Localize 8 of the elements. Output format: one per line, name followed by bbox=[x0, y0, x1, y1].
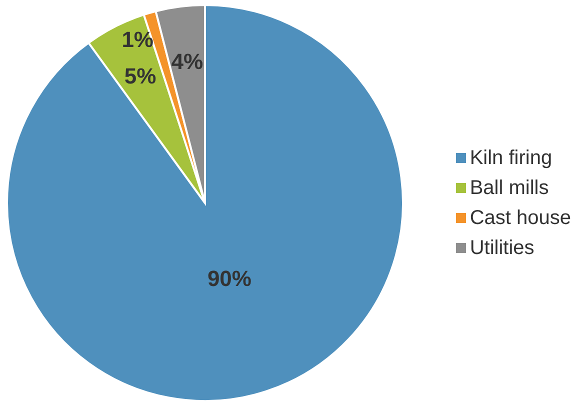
legend-label: Ball mills bbox=[470, 176, 549, 198]
legend-label: Kiln firing bbox=[470, 146, 552, 168]
data-label: 90% bbox=[207, 266, 252, 291]
pie-slice bbox=[6, 4, 404, 402]
data-label: 4% bbox=[171, 49, 204, 74]
legend-label: Utilities bbox=[470, 236, 534, 258]
data-label: 5% bbox=[124, 63, 156, 88]
legend-label: Cast house bbox=[470, 206, 571, 228]
